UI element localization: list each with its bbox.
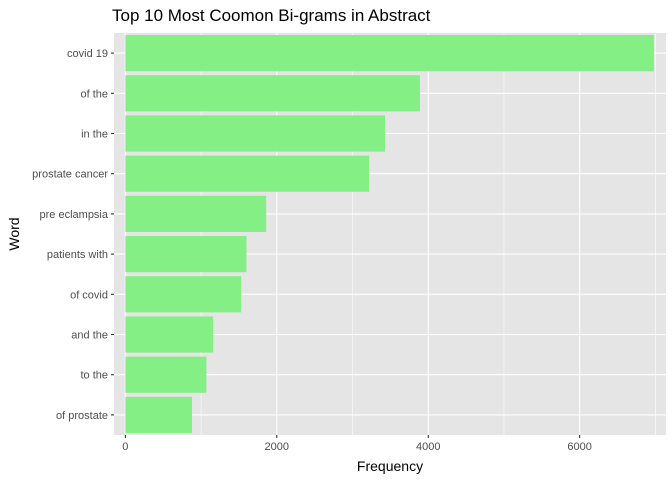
bar — [125, 115, 386, 152]
y-tick-label: in the — [81, 129, 108, 141]
x-tick-label: 2000 — [265, 441, 289, 453]
y-tick-label: and the — [71, 330, 108, 342]
x-axis-title: Frequency — [357, 458, 423, 474]
y-tick-label: of covid — [70, 289, 108, 301]
bar — [125, 75, 420, 112]
y-tick-label: pre eclampsia — [40, 209, 109, 221]
bar — [125, 356, 207, 393]
y-tick-label: patients with — [47, 249, 108, 261]
bar — [125, 316, 214, 353]
x-tick-label: 4000 — [416, 441, 440, 453]
bar — [125, 276, 242, 313]
x-tick-label: 0 — [122, 441, 128, 453]
bars — [125, 35, 654, 433]
y-axis: covid 19 of the in the prostate cancer pre e… — [32, 48, 114, 422]
bar — [125, 35, 654, 72]
y-tick-label: prostate cancer — [32, 169, 108, 181]
y-tick-label: of prostate — [56, 410, 108, 422]
bar — [125, 396, 192, 433]
x-tick-label: 6000 — [567, 441, 591, 453]
y-tick-label: of the — [80, 88, 108, 100]
bar — [125, 195, 267, 232]
x-axis: 0 2000 4000 6000 — [122, 435, 592, 453]
bar — [125, 155, 370, 192]
y-axis-title: Word — [6, 217, 22, 250]
chart-title: Top 10 Most Coomon Bi-grams in Abstract — [112, 6, 431, 25]
y-tick-label: to the — [80, 370, 108, 382]
y-tick-label: covid 19 — [67, 48, 108, 60]
bar — [125, 236, 247, 273]
